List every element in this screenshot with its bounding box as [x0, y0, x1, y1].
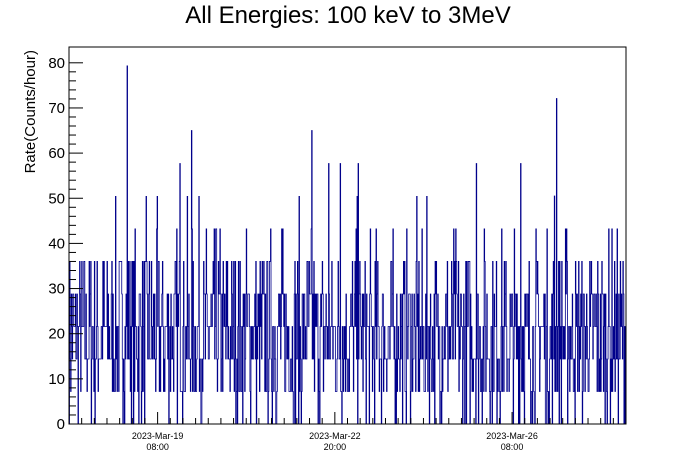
y-tick-label: 80: [48, 55, 65, 72]
y-axis-label: Rate(Counts/hour): [22, 50, 39, 173]
y-axis: 0 10 20 30 40 50 60 70 80: [48, 55, 83, 433]
x-tick-label-time: 08:00: [501, 442, 524, 452]
x-tick-label-date: 2023-Mar-26: [486, 431, 538, 441]
y-tick-label: 40: [48, 235, 65, 252]
y-tick-label: 60: [48, 145, 65, 162]
y-tick-label: 10: [48, 371, 65, 388]
y-tick-label: 50: [48, 190, 65, 207]
y-tick-label: 0: [57, 416, 65, 433]
x-tick-label-date: 2023-Mar-19: [132, 431, 184, 441]
y-tick-label: 30: [48, 281, 65, 298]
x-tick-label-date: 2023-Mar-22: [309, 431, 361, 441]
y-tick-label: 20: [48, 326, 65, 343]
chart-title: All Energies: 100 keV to 3MeV: [185, 2, 511, 29]
y-tick-label: 70: [48, 100, 65, 117]
x-tick-label-time: 08:00: [146, 442, 169, 452]
x-axis: 2023-Mar-1908:002023-Mar-2220:002023-Mar…: [81, 412, 614, 452]
rate-series-line: [69, 65, 627, 425]
x-tick-label-time: 20:00: [324, 442, 347, 452]
series-layer: [69, 65, 627, 425]
